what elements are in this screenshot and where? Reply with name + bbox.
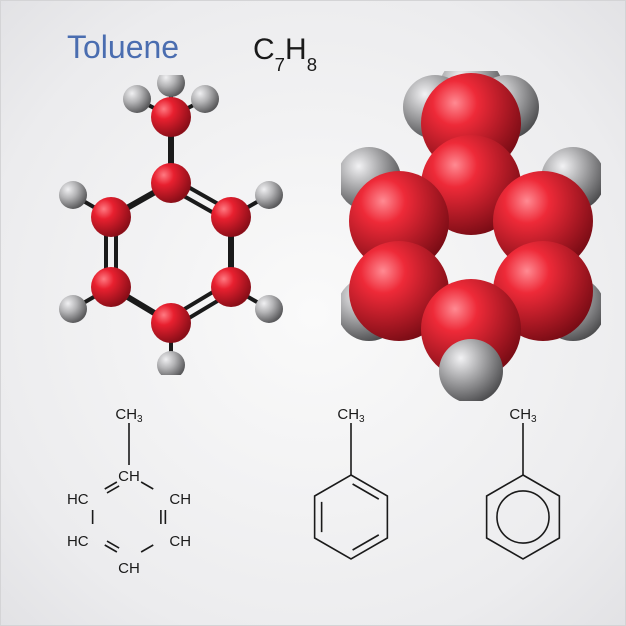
carbon-atom bbox=[211, 267, 251, 307]
hydrogen-atom bbox=[59, 295, 87, 323]
svg-text:HC: HC bbox=[67, 533, 89, 550]
hydrogen-atom bbox=[157, 75, 185, 97]
hydrogen-atom bbox=[191, 85, 219, 113]
space-fill-model bbox=[341, 71, 601, 401]
carbon-atom bbox=[151, 163, 191, 203]
hydrogen-atom bbox=[123, 85, 151, 113]
svg-text:CH: CH bbox=[118, 468, 140, 485]
formula-h-count: 8 bbox=[307, 54, 317, 75]
carbon-atom bbox=[151, 97, 191, 137]
svg-text:CH3: CH3 bbox=[115, 406, 143, 425]
formula-h: H bbox=[285, 33, 307, 66]
structure-kekule: CH3 bbox=[315, 406, 388, 559]
svg-text:CH: CH bbox=[169, 533, 191, 550]
chemical-formula: C7H8 bbox=[253, 33, 317, 71]
svg-text:CH3: CH3 bbox=[337, 406, 365, 425]
svg-text:CH: CH bbox=[118, 560, 140, 577]
compound-title: Toluene bbox=[67, 29, 179, 66]
structure-circle: CH3 bbox=[487, 406, 560, 559]
hydrogen-atom bbox=[157, 351, 185, 375]
hydrogen-atom bbox=[255, 295, 283, 323]
svg-text:CH3: CH3 bbox=[509, 406, 537, 425]
carbon-atom bbox=[151, 303, 191, 343]
carbon-atom bbox=[91, 267, 131, 307]
hydrogen-atom bbox=[439, 339, 503, 401]
svg-text:CH: CH bbox=[169, 491, 191, 508]
carbon-atom bbox=[91, 197, 131, 237]
formula-c-count: 7 bbox=[275, 54, 285, 75]
structural-formulas: CH CH CH CH HC HC CH3 CH3 CH3 bbox=[1, 399, 626, 599]
ball-stick-model bbox=[41, 75, 301, 375]
hydrogen-atom bbox=[59, 181, 87, 209]
formula-c: C bbox=[253, 33, 275, 66]
svg-text:HC: HC bbox=[67, 491, 89, 508]
structure-labeled: CH CH CH CH HC HC CH3 bbox=[67, 406, 191, 577]
hydrogen-atom bbox=[255, 181, 283, 209]
carbon-atom bbox=[211, 197, 251, 237]
